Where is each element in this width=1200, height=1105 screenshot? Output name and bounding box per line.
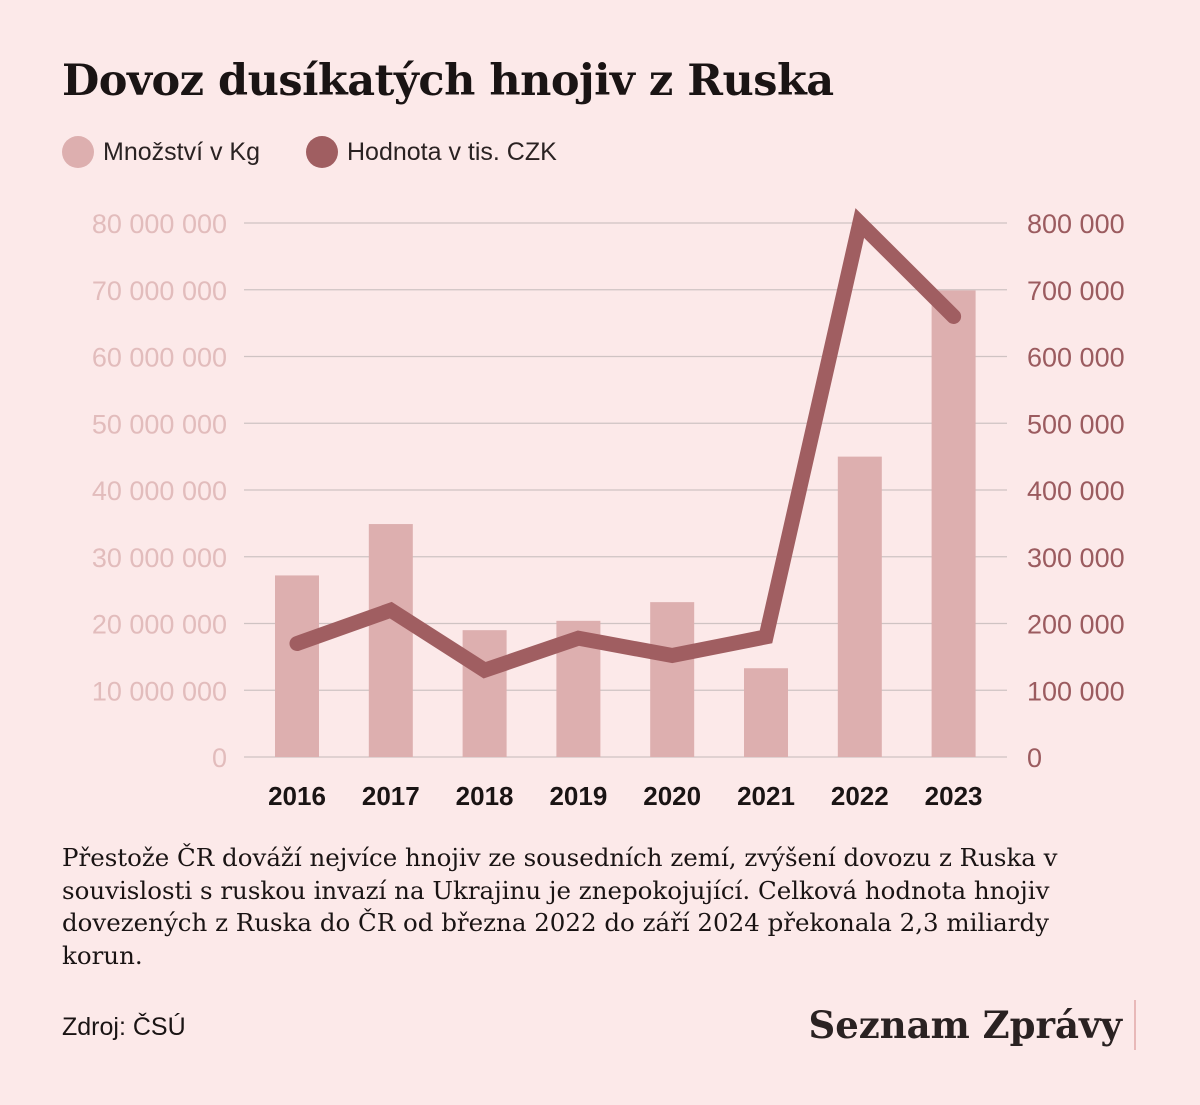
legend-label-quantity: Množství v Kg [103,137,260,166]
legend-swatch-quantity [62,136,94,168]
chart-area: 0 0 10 000 000 100 000 20 000 000 200 000 30 0… [92,208,1125,811]
legend-item-value: Hodnota v tis. CZK [306,136,557,168]
source-label: Zdroj: ČSÚ [62,1013,186,1041]
chart-note: Přestože ČR dováží nejvíce hnojiv ze sou… [62,843,1058,970]
value-line [289,208,962,679]
x-tick-label: 2022 [831,781,889,811]
chart-title: Dovoz dusíkatých hnojiv z Ruska [62,56,834,106]
x-tick-label: 2020 [643,781,701,811]
bar [931,290,976,757]
x-tick-label: 2023 [925,781,983,811]
y-tick-label-left: 80 000 000 [92,209,227,239]
x-tick-label: 2018 [456,781,514,811]
y-tick-label-right: 400 000 [1027,476,1125,506]
legend-swatch-value [306,136,338,168]
x-tick-label: 2019 [549,781,607,811]
y-tick-label-left: 30 000 000 [92,543,227,573]
y-tick-label-left: 60 000 000 [92,343,227,373]
y-tick-label-left: 10 000 000 [92,676,227,706]
x-tick-label: 2016 [268,781,326,811]
y-tick-label-left: 70 000 000 [92,276,227,306]
y-tick-label-right: 600 000 [1027,343,1125,373]
legend: Množství v Kg Hodnota v tis. CZK [62,136,603,168]
y-tick-label-right: 700 000 [1027,276,1125,306]
x-tick-label: 2017 [362,781,420,811]
y-tick-label-right: 100 000 [1027,676,1125,706]
bar [275,575,319,757]
y-tick-label-left: 50 000 000 [92,409,227,439]
x-tick-label: 2021 [737,781,795,811]
y-tick-label-right: 800 000 [1027,209,1125,239]
bar [650,602,695,757]
y-tick-label-left: 40 000 000 [92,476,227,506]
legend-label-value: Hodnota v tis. CZK [347,137,557,166]
bar [368,524,413,757]
y-tick-label-right: 500 000 [1027,409,1125,439]
bar [744,668,788,757]
y-tick-label-right: 200 000 [1027,610,1125,640]
y-tick-label-left: 20 000 000 [92,610,227,640]
y-tick-label-right: 0 [1027,743,1042,773]
y-tick-label-right: 300 000 [1027,543,1125,573]
brand-logo: Seznam Zprávy [808,1000,1136,1050]
legend-item-quantity: Množství v Kg [62,136,260,168]
bar [462,630,507,757]
y-tick-label-left: 0 [212,743,227,773]
bar [837,456,882,757]
